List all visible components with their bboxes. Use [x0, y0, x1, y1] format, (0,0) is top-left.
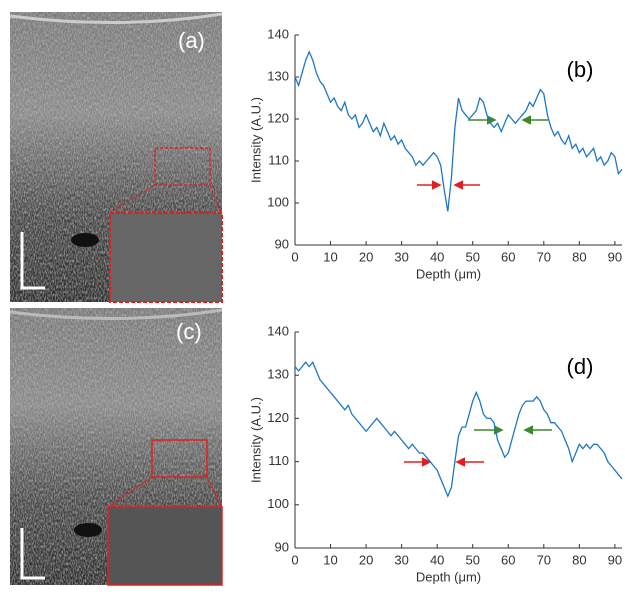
- x-tick-label: 40: [430, 552, 444, 567]
- y-tick-label: 140: [267, 26, 289, 41]
- y-tick-label: 120: [267, 410, 289, 425]
- x-tick-label: 80: [572, 552, 586, 567]
- image-a: (a): [9, 12, 223, 303]
- y-tick-label: 90: [275, 539, 289, 554]
- y-tick-label: 110: [268, 453, 289, 468]
- y-axis-label: Intensity (A.U.): [248, 97, 263, 183]
- x-tick-label: 50: [465, 249, 479, 264]
- x-tick-label: 90: [608, 552, 622, 567]
- x-tick-label: 10: [323, 552, 337, 567]
- y-tick-label: 130: [267, 68, 289, 83]
- x-tick-label: 90: [608, 249, 622, 264]
- x-tick-label: 10: [323, 249, 337, 264]
- x-tick-label: 0: [291, 249, 298, 264]
- panel-label: (c): [176, 319, 202, 344]
- arrows-d: [404, 425, 552, 467]
- y-axis-label: Intensity (A.U.): [248, 397, 263, 483]
- y-tick-label: 100: [267, 194, 289, 209]
- x-axis-label: Depth (μm): [416, 569, 481, 584]
- data-line: [294, 50, 623, 212]
- x-tick-label: 30: [394, 552, 408, 567]
- arrows-b: [417, 115, 548, 190]
- x-tick-label: 40: [430, 249, 444, 264]
- x-tick-label: 70: [537, 552, 551, 567]
- y-tick-label: 120: [267, 110, 289, 125]
- panel-label: (a): [178, 28, 205, 53]
- y-tick-label: 90: [275, 236, 289, 251]
- x-tick-label: 0: [291, 552, 298, 567]
- y-tick-label: 110: [268, 152, 289, 167]
- x-tick-label: 60: [501, 249, 515, 264]
- y-tick-label: 100: [267, 496, 289, 511]
- x-tick-label: 80: [572, 249, 586, 264]
- image-c: (c): [9, 308, 223, 586]
- x-tick-label: 60: [501, 552, 515, 567]
- x-tick-label: 70: [537, 249, 551, 264]
- panel-label: (d): [567, 354, 594, 379]
- x-tick-label: 20: [359, 552, 373, 567]
- x-axis-label: Depth (μm): [416, 266, 481, 281]
- panel-label: (b): [567, 57, 594, 82]
- y-tick-label: 130: [267, 367, 289, 382]
- x-tick-label: 50: [465, 552, 479, 567]
- y-tick-label: 140: [267, 323, 289, 338]
- x-tick-label: 30: [394, 249, 408, 264]
- data-line: [294, 360, 623, 498]
- x-tick-label: 20: [359, 249, 373, 264]
